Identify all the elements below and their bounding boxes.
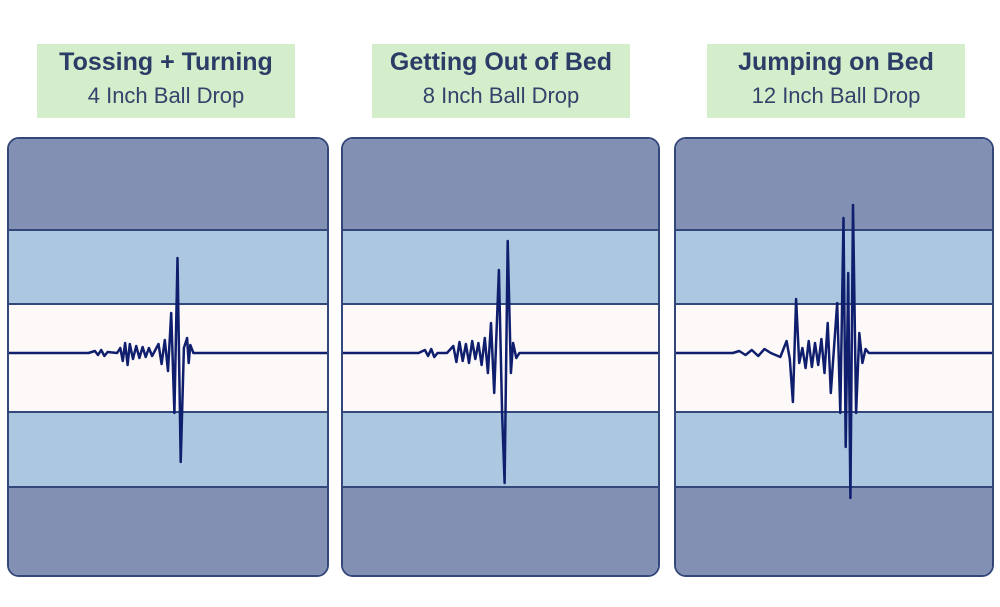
band-outer	[676, 139, 992, 231]
band-outer	[9, 488, 327, 575]
band-outer	[343, 139, 658, 231]
band-middle	[676, 229, 992, 305]
seismograph-panel	[674, 137, 994, 577]
waveform-trace	[9, 256, 327, 464]
panel-title: Jumping on Bed	[738, 48, 934, 76]
band-outer	[343, 488, 658, 575]
band-outer	[676, 488, 992, 575]
panel-subtitle: 8 Inch Ball Drop	[422, 83, 580, 108]
panel-subtitle: 4 Inch Ball Drop	[87, 83, 245, 108]
panel-title: Tossing + Turning	[59, 48, 273, 76]
waveform-trace	[676, 203, 992, 500]
panel-title: Getting Out of Bed	[389, 48, 613, 76]
seismograph-panel	[341, 137, 660, 577]
panel-label: Tossing + Turning 4 Inch Ball Drop	[37, 44, 295, 118]
seismograph-panel	[7, 137, 329, 577]
panel-subtitle: 12 Inch Ball Drop	[751, 83, 921, 108]
band-middle	[9, 229, 327, 305]
waveform-trace	[343, 239, 658, 485]
band-middle	[676, 411, 992, 488]
panel-label: Jumping on Bed 12 Inch Ball Drop	[707, 44, 965, 118]
band-middle	[9, 411, 327, 488]
panel-label: Getting Out of Bed 8 Inch Ball Drop	[372, 44, 630, 118]
band-middle	[343, 411, 658, 488]
band-outer	[9, 139, 327, 231]
